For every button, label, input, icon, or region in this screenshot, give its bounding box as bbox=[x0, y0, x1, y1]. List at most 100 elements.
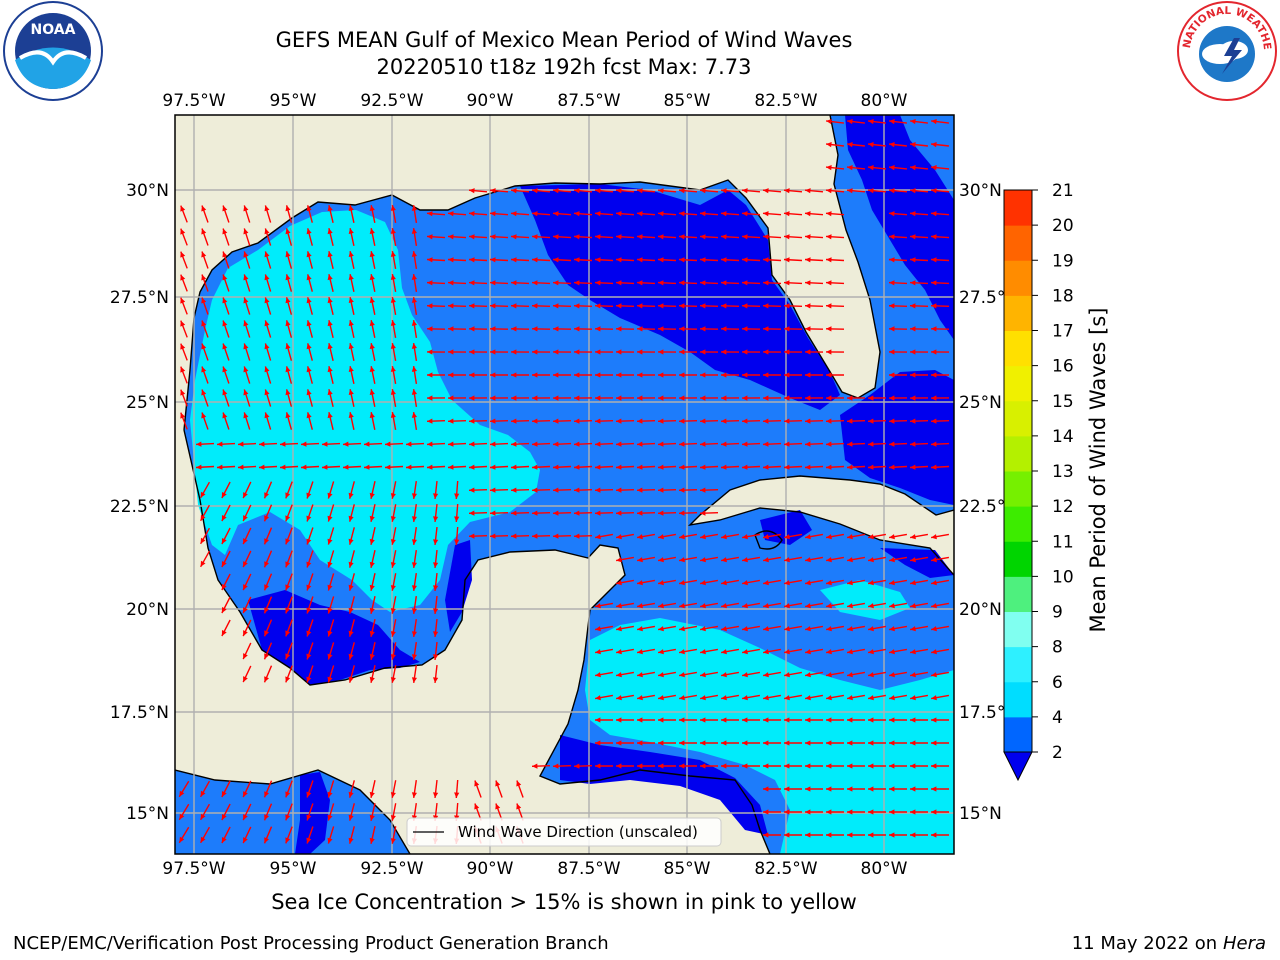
arrow-head bbox=[910, 763, 916, 769]
lat-tick-right: 25°N bbox=[959, 393, 1002, 413]
arrow-head bbox=[433, 539, 439, 545]
arrow-head bbox=[805, 649, 811, 655]
arrow-head bbox=[805, 603, 811, 609]
arrow-head bbox=[763, 740, 769, 746]
arrow-head bbox=[931, 280, 937, 286]
arrow-head bbox=[221, 837, 227, 843]
arrow-head bbox=[826, 809, 832, 815]
arrow-head bbox=[784, 464, 790, 470]
arrow-head bbox=[784, 649, 790, 655]
arrow-head bbox=[264, 251, 270, 258]
arrow-head bbox=[369, 389, 375, 395]
lon-tick-bottom: 82.5°W bbox=[754, 859, 817, 879]
arrow-head bbox=[784, 695, 790, 701]
arrow-head bbox=[910, 372, 916, 378]
date-line: 11 May 2022 on Hera bbox=[1072, 933, 1266, 954]
arrow-head bbox=[532, 395, 538, 401]
arrow-head bbox=[805, 717, 811, 723]
arrow-head bbox=[264, 676, 269, 683]
arrow-head bbox=[700, 672, 706, 678]
arrow-head bbox=[826, 257, 832, 263]
arrow-head bbox=[490, 303, 496, 309]
arrow-head bbox=[616, 395, 622, 401]
arrow-head bbox=[868, 717, 874, 723]
arrow-head bbox=[931, 441, 937, 447]
arrow-head bbox=[763, 557, 769, 563]
arrow-head bbox=[390, 343, 396, 349]
arrow-head bbox=[679, 717, 685, 723]
arrow-head bbox=[742, 740, 748, 746]
arrow-head bbox=[390, 366, 396, 372]
colorbar-tick-label: 6 bbox=[1052, 673, 1063, 693]
arrow-head bbox=[221, 515, 227, 521]
arrow-head bbox=[742, 441, 748, 447]
arrow-head bbox=[369, 814, 375, 821]
gridlines bbox=[175, 115, 954, 854]
arrow-head bbox=[427, 464, 433, 470]
arrow-head bbox=[868, 557, 874, 563]
arrow-head bbox=[327, 343, 333, 350]
lat-tick-right: 22.5°N bbox=[959, 497, 1018, 517]
arrow-head bbox=[532, 303, 538, 309]
arrow-head bbox=[931, 809, 937, 815]
arrow-head bbox=[553, 487, 559, 493]
arrow-head bbox=[931, 717, 937, 723]
arrow-head bbox=[427, 211, 433, 217]
arrow-head bbox=[348, 630, 354, 637]
arrow-head bbox=[511, 280, 517, 286]
arrow-head bbox=[285, 584, 291, 591]
arrow-head bbox=[243, 251, 249, 258]
arrow-head bbox=[385, 441, 391, 447]
colorbar-segment bbox=[1004, 225, 1032, 261]
arrow-head bbox=[826, 786, 832, 792]
arrow-head bbox=[742, 395, 748, 401]
arrow-head bbox=[889, 211, 895, 217]
arrow-head bbox=[433, 608, 439, 614]
arrow-head bbox=[784, 809, 790, 815]
arrow-head bbox=[805, 464, 811, 470]
arrow-head bbox=[658, 257, 664, 263]
lon-tick-bottom: 92.5°W bbox=[360, 859, 423, 879]
arrow-head bbox=[721, 188, 727, 194]
arrow-head bbox=[910, 257, 916, 263]
arrow-head bbox=[784, 786, 790, 792]
arrow-head bbox=[826, 395, 832, 401]
arrow-head bbox=[763, 580, 769, 586]
arrow-head bbox=[637, 303, 643, 309]
arrow-head bbox=[931, 534, 937, 540]
arrow-head bbox=[616, 695, 622, 701]
arrow-head bbox=[200, 560, 206, 567]
arrow-head bbox=[433, 516, 439, 522]
arrow-head bbox=[243, 228, 249, 235]
arrow-head bbox=[616, 418, 622, 424]
arrow-head bbox=[721, 441, 727, 447]
arrow-head bbox=[721, 349, 727, 355]
arrow-head bbox=[721, 649, 727, 655]
arrow-head bbox=[847, 695, 853, 701]
arrow-head bbox=[574, 372, 580, 378]
arrow-head bbox=[469, 257, 475, 263]
arrow-head bbox=[243, 205, 249, 212]
arrow-head bbox=[411, 297, 417, 303]
arrow-head bbox=[369, 837, 375, 844]
arrow-head bbox=[595, 626, 601, 632]
lon-tick-bottom: 90°W bbox=[467, 859, 514, 879]
arrow-head bbox=[847, 534, 853, 540]
chart-subtitle: 20220510 t18z 192h fcst Max: 7.73 bbox=[376, 55, 752, 79]
arrow-head bbox=[411, 792, 417, 798]
arrow-head bbox=[327, 274, 333, 281]
nws-logo: NATIONAL WEATHER SERVICE bbox=[1176, 0, 1277, 101]
arrow-head bbox=[553, 326, 559, 332]
arrow-head bbox=[910, 672, 916, 678]
arrow-head bbox=[931, 418, 937, 424]
arrow-head bbox=[327, 607, 333, 614]
arrow-head bbox=[658, 280, 664, 286]
arrow-head bbox=[784, 211, 790, 217]
arrow-head bbox=[553, 395, 559, 401]
arrow-head bbox=[595, 740, 601, 746]
colorbar-segment bbox=[1004, 611, 1032, 648]
arrow-head bbox=[264, 205, 270, 212]
arrow-head bbox=[511, 211, 517, 217]
lon-tick-bottom: 87.5°W bbox=[557, 859, 620, 879]
arrow-head bbox=[200, 836, 206, 843]
